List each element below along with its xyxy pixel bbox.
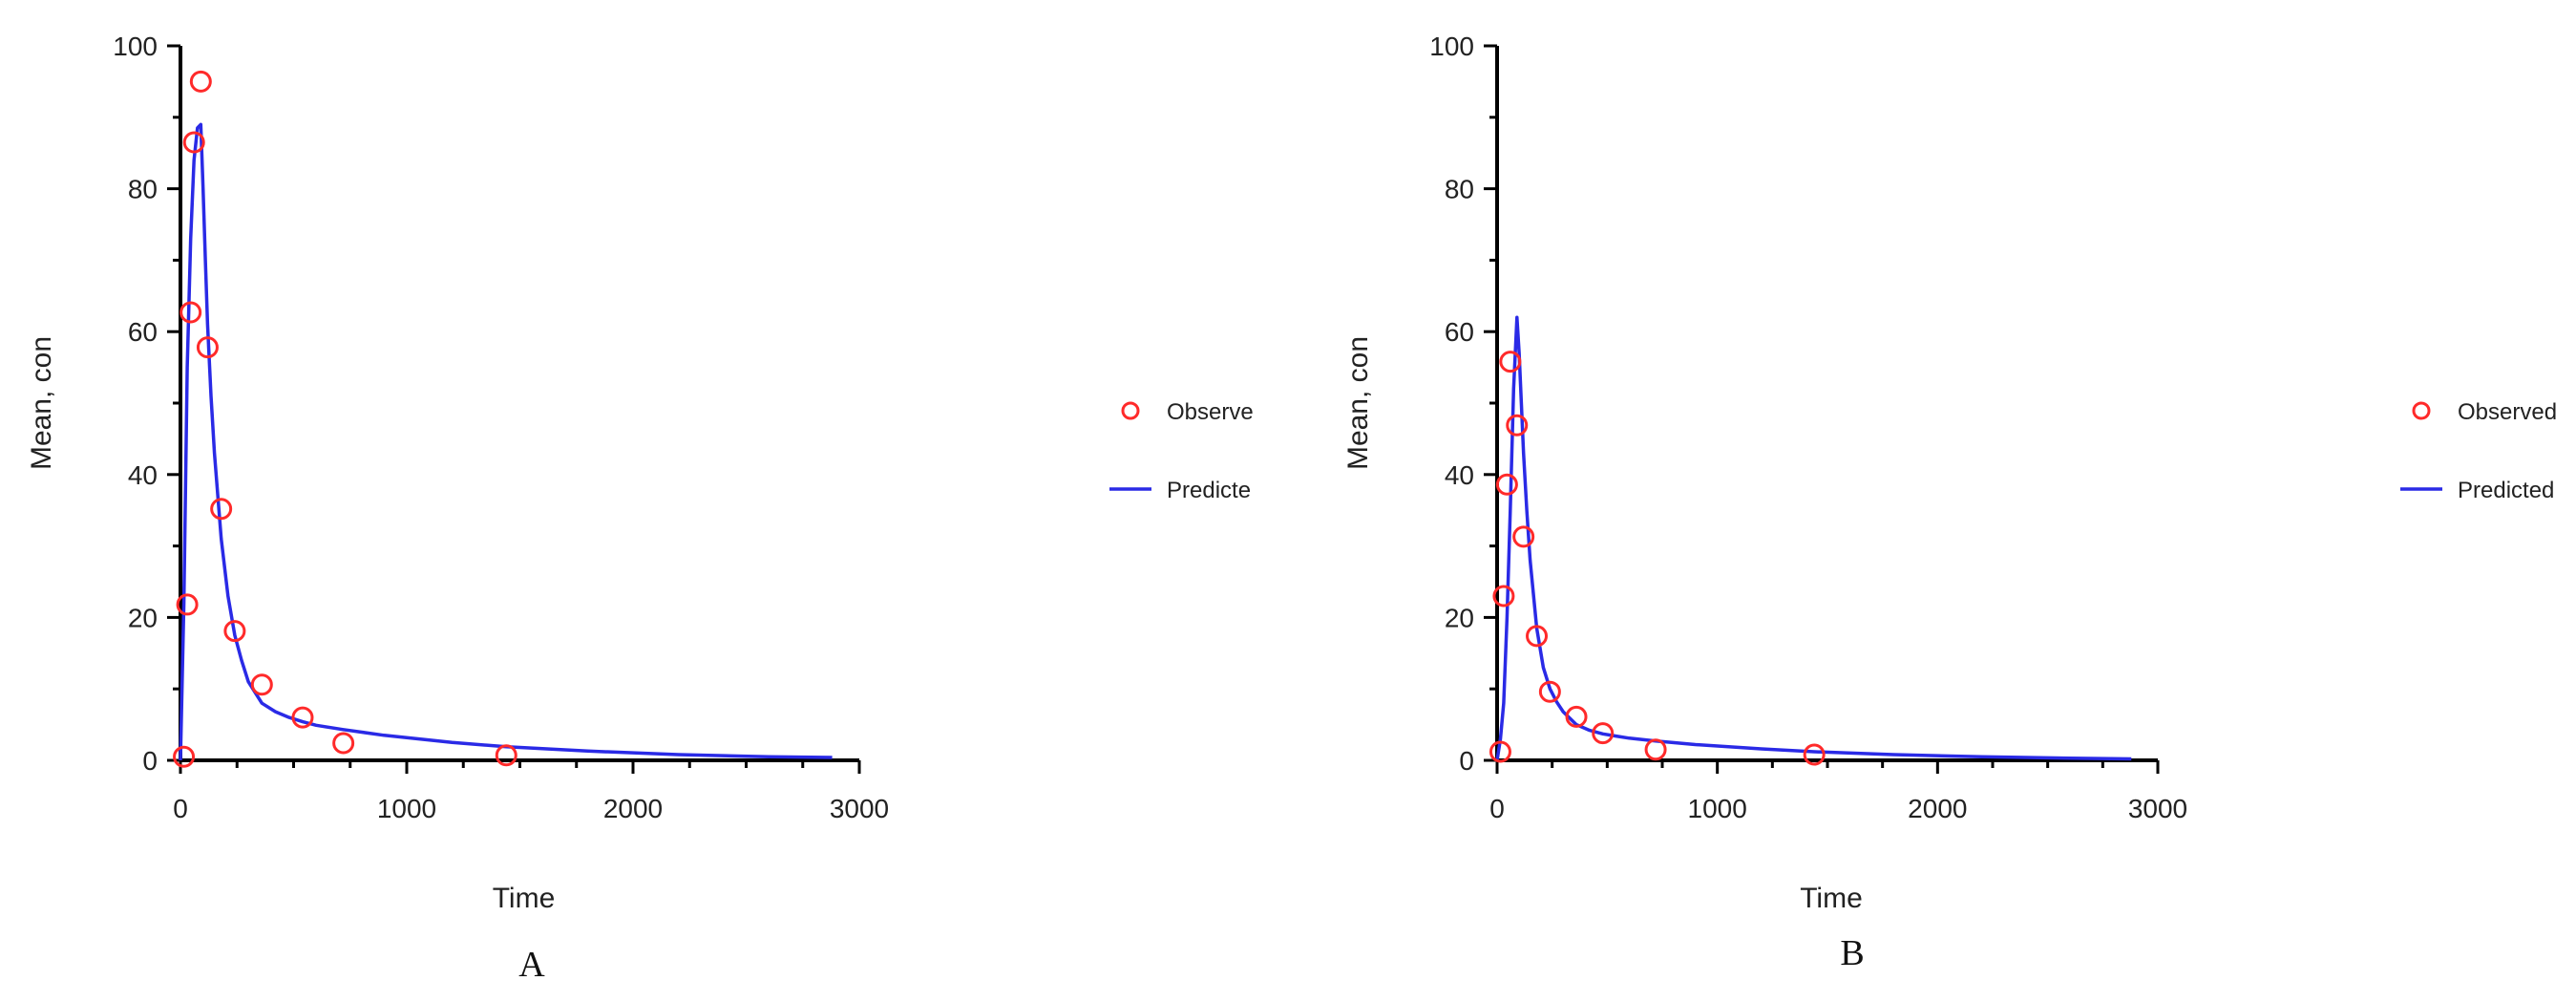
observed-point [189, 70, 212, 93]
y-tick-label: 100 [1429, 32, 1474, 61]
observed-point [1803, 743, 1826, 766]
x-tick-label: 0 [1489, 794, 1505, 823]
x-axis-title: Time [1800, 883, 1863, 914]
observed-point [1499, 351, 1522, 373]
legend-predicted-label: Predicted [2458, 478, 2554, 503]
observed-point [210, 498, 233, 521]
y-tick-label: 80 [128, 175, 158, 204]
observed-point [1565, 705, 1588, 728]
observed-point [182, 131, 205, 154]
observed-point [1492, 585, 1515, 608]
legend-observed-marker [1121, 401, 1140, 420]
x-tick-label: 3000 [2128, 794, 2187, 823]
panel-label: A [518, 945, 545, 985]
y-axis-title: Mean, con [1342, 336, 1374, 470]
observed-point [173, 745, 196, 768]
observed-point [223, 620, 246, 643]
observed-point [176, 593, 199, 616]
y-axis-title: Mean, con [26, 336, 57, 470]
y-tick-label: 40 [128, 460, 158, 490]
x-tick-label: 1000 [1688, 794, 1747, 823]
observed-point [1489, 740, 1511, 763]
y-tick-label: 100 [113, 32, 158, 61]
legend-predicted-label: Predicte [1167, 478, 1251, 503]
x-axis-title: Time [493, 883, 556, 914]
observed-point [1506, 414, 1529, 437]
x-tick-label: 2000 [603, 794, 663, 823]
y-tick-label: 20 [128, 603, 158, 632]
x-tick-label: 3000 [830, 794, 889, 823]
observed-point [250, 673, 273, 696]
observed-point [1644, 738, 1667, 761]
observed-point [179, 301, 202, 324]
observed-point [495, 744, 517, 767]
y-tick-label: 60 [1445, 317, 1474, 347]
panel-label: B [1840, 933, 1864, 973]
observed-point [1512, 525, 1535, 548]
y-tick-label: 80 [1445, 175, 1474, 204]
observed-point [196, 336, 219, 359]
legend-observed-marker [2412, 401, 2431, 420]
legend-observed-label: Observed [2458, 399, 2557, 425]
y-tick-label: 0 [142, 746, 158, 776]
observed-point [332, 732, 355, 755]
observed-point [1495, 473, 1518, 496]
y-tick-label: 20 [1445, 603, 1474, 632]
predicted-line [1495, 315, 2132, 761]
y-tick-label: 60 [128, 317, 158, 347]
y-tick-label: 0 [1459, 746, 1474, 776]
observed-point [291, 706, 314, 729]
observed-point [1592, 722, 1615, 745]
x-tick-label: 2000 [1908, 794, 1967, 823]
observed-point [1526, 625, 1549, 648]
legend-observed-label: Observe [1167, 399, 1254, 425]
x-tick-label: 0 [173, 794, 188, 823]
observed-point [1538, 680, 1561, 703]
predicted-line [179, 122, 833, 761]
y-tick-label: 40 [1445, 460, 1474, 490]
x-tick-label: 1000 [377, 794, 436, 823]
